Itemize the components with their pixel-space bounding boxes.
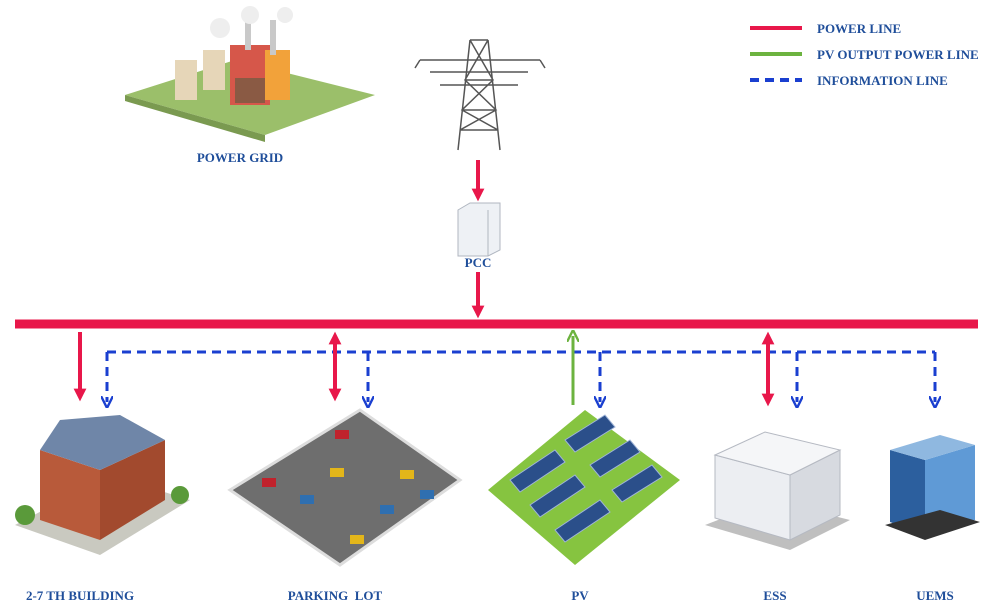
node-label: PCC [465,255,492,270]
legend: POWER LINE PV OUTPUT POWER LINE INFORMAT… [750,21,979,88]
building-icon [15,415,190,555]
power-plant-icon [125,6,375,142]
node-label: PARKING LOT [288,588,383,603]
node-label: 2-7 TH BUILDING [26,588,134,603]
legend-label: PV OUTPUT POWER LINE [817,47,979,62]
legend-label: POWER LINE [817,21,901,36]
parking-icon [227,408,463,567]
ess-icon [705,431,850,550]
node-label: POWER GRID [197,150,283,165]
pcc-icon [457,202,501,257]
pv-icon [488,410,680,565]
node-label: PV [571,588,589,603]
node-label: UEMS [916,588,954,603]
uems-icon [885,435,980,540]
node-label: ESS [763,588,786,603]
information-arrows [107,352,935,402]
legend-label: INFORMATION LINE [817,73,948,88]
tower-icon [414,39,546,151]
